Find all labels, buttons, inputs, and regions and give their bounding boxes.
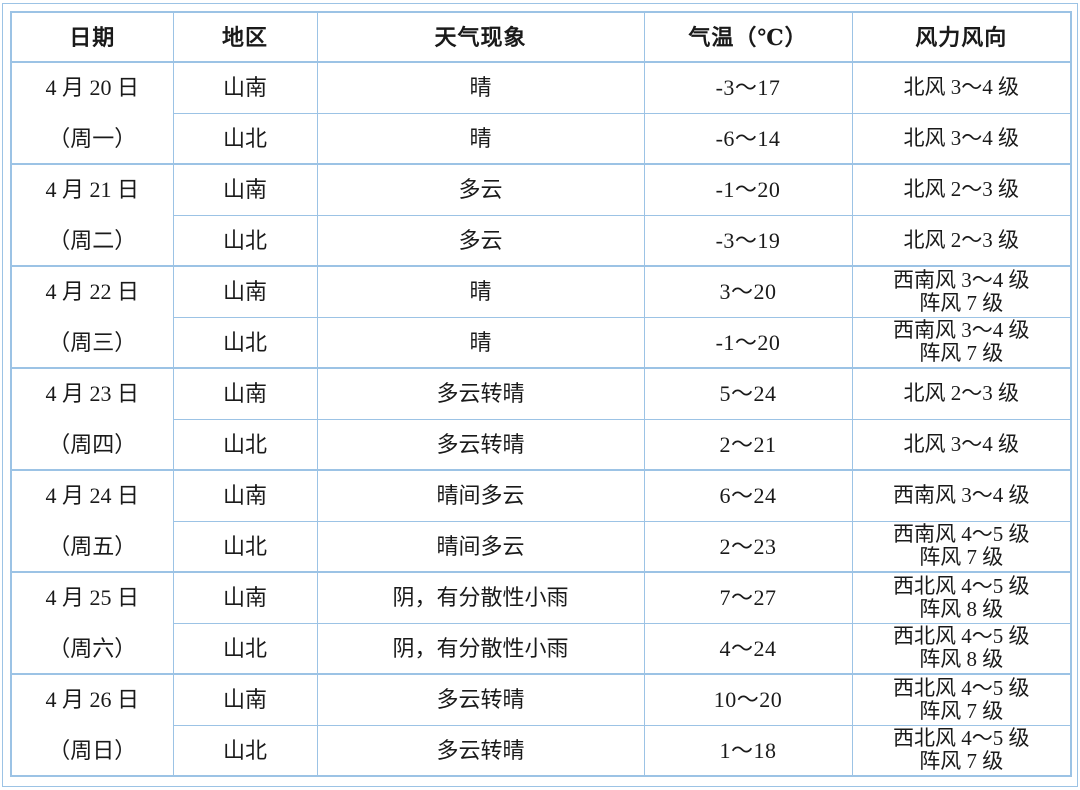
table-row: 4 月 26 日 （周日） 山南 多云转晴 10～20 西北风 4～5 级 阵风… <box>10 673 1072 777</box>
weekday-text: （周五） <box>48 534 137 559</box>
date-text: 4 月 24 日 <box>45 483 139 508</box>
region-cell: 山南 <box>172 61 318 114</box>
wind-cell: 西北风 4～5 级 阵风 7 级 <box>851 673 1072 726</box>
date-text: 4 月 22 日 <box>45 279 139 304</box>
temperature-cell: -1～20 <box>643 316 853 369</box>
date-text: 4 月 25 日 <box>45 585 139 610</box>
wind-cell: 北风 3～4 级 <box>851 61 1072 114</box>
weekday-text: （周四） <box>48 432 137 457</box>
wind-cell: 北风 3～4 级 <box>851 418 1072 471</box>
date-text: 4 月 26 日 <box>45 687 139 712</box>
temperature-cell: -3～19 <box>643 214 853 267</box>
wind-cell: 西南风 3～4 级 <box>851 469 1072 522</box>
wind-cell: 北风 2～3 级 <box>851 214 1072 267</box>
weather-cell: 晴 <box>316 61 645 114</box>
table-row: 4 月 21 日 （周二） 山南 多云 -1～20 北风 2～3 级 <box>10 163 1072 267</box>
date-cell: 4 月 23 日 （周四） <box>10 367 174 471</box>
date-cell: 4 月 21 日 （周二） <box>10 163 174 267</box>
weekday-text: （周二） <box>48 228 137 253</box>
column-header-temperature: 气温（℃） <box>643 11 853 63</box>
region-cell: 山南 <box>172 469 318 522</box>
weather-forecast-table: 日期 地区 天气现象 气温（℃） 风力风向 4 月 20 日 （周一） 山南 晴… <box>10 11 1072 777</box>
weather-cell: 多云转晴 <box>316 418 645 471</box>
region-cell: 山北 <box>172 316 318 369</box>
date-cell: 4 月 25 日 （周六） <box>10 571 174 675</box>
date-cell: 4 月 22 日 （周三） <box>10 265 174 369</box>
wind-cell: 西北风 4～5 级 阵风 8 级 <box>851 622 1072 675</box>
weather-cell: 多云转晴 <box>316 367 645 420</box>
date-cell: 4 月 20 日 （周一） <box>10 61 174 165</box>
weather-cell: 晴 <box>316 316 645 369</box>
weekday-text: （周三） <box>48 330 137 355</box>
region-cell: 山北 <box>172 622 318 675</box>
temperature-cell: 2～21 <box>643 418 853 471</box>
weekday-text: （周一） <box>48 126 137 151</box>
wind-cell: 西北风 4～5 级 阵风 8 级 <box>851 571 1072 624</box>
wind-cell: 西北风 4～5 级 阵风 7 级 <box>851 724 1072 777</box>
date-text: 4 月 20 日 <box>45 75 139 100</box>
region-cell: 山南 <box>172 367 318 420</box>
temperature-cell: 2～23 <box>643 520 853 573</box>
weather-cell: 多云转晴 <box>316 673 645 726</box>
table-row: 山北 阴，有分散性小雨 4～24 西北风 4～5 级 阵风 8 级 <box>11 622 1072 675</box>
weather-cell: 晴 <box>316 112 645 165</box>
region-cell: 山北 <box>172 112 318 165</box>
temperature-cell: -3～17 <box>643 61 853 114</box>
weather-cell: 阴，有分散性小雨 <box>316 571 645 624</box>
region-cell: 山北 <box>172 418 318 471</box>
weekday-text: （周日） <box>48 738 137 763</box>
weather-cell: 多云 <box>316 214 645 267</box>
weather-cell: 多云 <box>316 163 645 216</box>
table-row: 山北 多云转晴 2～21 北风 3～4 级 <box>11 418 1072 471</box>
temperature-cell: 7～27 <box>643 571 853 624</box>
table-row: 山北 晴 -6～14 北风 3～4 级 <box>11 112 1072 165</box>
table-row: 山北 多云 -3～19 北风 2～3 级 <box>11 214 1072 267</box>
temperature-cell: 3～20 <box>643 265 853 318</box>
table-row: 4 月 24 日 （周五） 山南 晴间多云 6～24 西南风 3～4 级 <box>10 469 1072 573</box>
region-cell: 山南 <box>172 163 318 216</box>
region-cell: 山北 <box>172 214 318 267</box>
table-row: 4 月 22 日 （周三） 山南 晴 3～20 西南风 3～4 级 阵风 7 级 <box>10 265 1072 369</box>
weekday-text: （周六） <box>48 636 137 661</box>
region-cell: 山南 <box>172 571 318 624</box>
table-row: 4 月 23 日 （周四） 山南 多云转晴 5～24 北风 2～3 级 <box>10 367 1072 471</box>
temperature-cell: 1～18 <box>643 724 853 777</box>
weather-cell: 阴，有分散性小雨 <box>316 622 645 675</box>
column-header-wind: 风力风向 <box>851 11 1072 63</box>
column-header-date: 日期 <box>10 11 174 63</box>
wind-cell: 北风 2～3 级 <box>851 367 1072 420</box>
region-cell: 山南 <box>172 673 318 726</box>
table-row: 4 月 25 日 （周六） 山南 阴，有分散性小雨 7～27 西北风 4～5 级… <box>10 571 1072 675</box>
wind-cell: 西南风 3～4 级 阵风 7 级 <box>851 316 1072 369</box>
table-row: 4 月 20 日 （周一） 山南 晴 -3～17 北风 3～4 级 <box>10 61 1072 165</box>
temperature-cell: 10～20 <box>643 673 853 726</box>
wind-cell: 北风 3～4 级 <box>851 112 1072 165</box>
temperature-cell: -1～20 <box>643 163 853 216</box>
region-cell: 山北 <box>172 520 318 573</box>
weather-cell: 晴间多云 <box>316 469 645 522</box>
column-header-weather: 天气现象 <box>316 11 645 63</box>
wind-cell: 西南风 4～5 级 阵风 7 级 <box>851 520 1072 573</box>
weather-cell: 晴间多云 <box>316 520 645 573</box>
date-text: 4 月 21 日 <box>45 177 139 202</box>
weather-cell: 多云转晴 <box>316 724 645 777</box>
region-cell: 山北 <box>172 724 318 777</box>
table-row: 山北 晴 -1～20 西南风 3～4 级 阵风 7 级 <box>11 316 1072 369</box>
region-cell: 山南 <box>172 265 318 318</box>
weather-cell: 晴 <box>316 265 645 318</box>
table-row: 山北 晴间多云 2～23 西南风 4～5 级 阵风 7 级 <box>11 520 1072 573</box>
temperature-cell: -6～14 <box>643 112 853 165</box>
temperature-cell: 5～24 <box>643 367 853 420</box>
date-cell: 4 月 24 日 （周五） <box>10 469 174 573</box>
header-row: 日期 地区 天气现象 气温（℃） 风力风向 <box>10 11 1072 63</box>
temperature-cell: 4～24 <box>643 622 853 675</box>
wind-cell: 北风 2～3 级 <box>851 163 1072 216</box>
date-cell: 4 月 26 日 （周日） <box>10 673 174 777</box>
date-text: 4 月 23 日 <box>45 381 139 406</box>
wind-cell: 西南风 3～4 级 阵风 7 级 <box>851 265 1072 318</box>
column-header-region: 地区 <box>172 11 318 63</box>
table-row: 山北 多云转晴 1～18 西北风 4～5 级 阵风 7 级 <box>11 724 1072 777</box>
temperature-cell: 6～24 <box>643 469 853 522</box>
